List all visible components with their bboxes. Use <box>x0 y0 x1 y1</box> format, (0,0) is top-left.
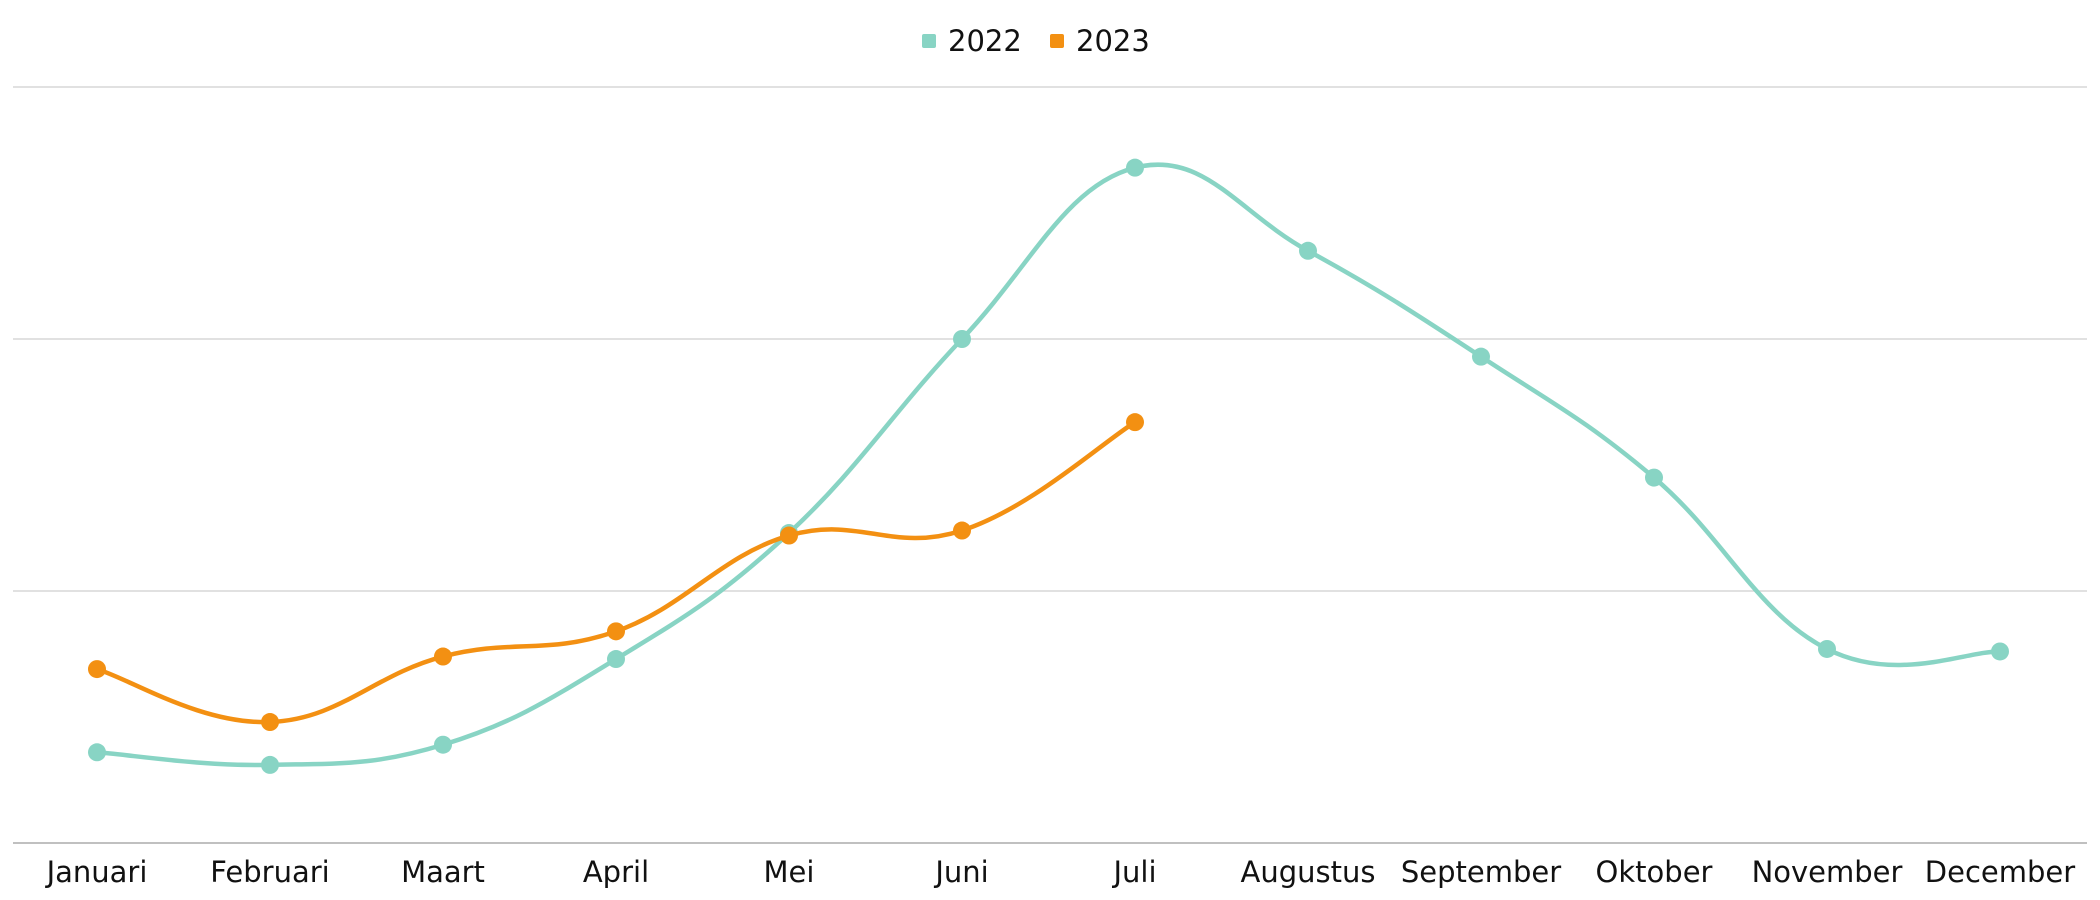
data-point-2023-januari[interactable] <box>88 660 106 679</box>
legend-swatch-2022 <box>922 34 936 48</box>
series-line-2023 <box>94 419 1138 725</box>
x-tick-label-december: December <box>1925 855 2075 889</box>
data-point-2023-mei[interactable] <box>780 526 798 545</box>
data-point-2022-januari[interactable] <box>88 743 106 762</box>
x-axis: Januari Februari Maart April Mei Juni Juli Augu… <box>45 855 2076 889</box>
data-point-2022-augustus[interactable] <box>1299 241 1317 260</box>
x-tick-label-januari: Januari <box>45 855 148 889</box>
data-point-2023-februari[interactable] <box>261 713 279 732</box>
data-point-2023-juni[interactable] <box>953 521 971 540</box>
x-tick-label-september: September <box>1401 855 1561 889</box>
data-point-2023-april[interactable] <box>607 622 625 641</box>
data-point-2022-september[interactable] <box>1472 347 1490 366</box>
x-tick-label-oktober: Oktober <box>1596 855 1713 889</box>
x-tick-label-november: November <box>1752 855 1903 889</box>
series-layer <box>88 158 2009 774</box>
legend-item-2022[interactable]: 2022 <box>922 24 1022 58</box>
data-point-2023-maart[interactable] <box>434 647 452 666</box>
data-point-2022-december[interactable] <box>1991 642 2009 661</box>
x-tick-label-augustus: Augustus <box>1241 855 1376 889</box>
data-point-2022-maart[interactable] <box>434 735 452 754</box>
x-tick-label-mei: Mei <box>764 855 815 889</box>
x-tick-label-juli: Juli <box>1111 855 1156 889</box>
legend-label-2022: 2022 <box>948 24 1022 58</box>
data-point-2022-oktober[interactable] <box>1645 468 1663 487</box>
data-point-2022-juni[interactable] <box>953 330 971 348</box>
x-tick-label-april: April <box>583 855 649 889</box>
x-tick-label-juni: Juni <box>933 855 988 889</box>
legend: 2022 2023 <box>922 24 1150 58</box>
legend-swatch-2023 <box>1050 34 1064 48</box>
series-2023 <box>88 413 1144 732</box>
data-point-2022-februari[interactable] <box>261 755 279 774</box>
legend-item-2023[interactable]: 2023 <box>1050 24 1150 58</box>
x-tick-label-februari: Februari <box>210 855 329 889</box>
series-2022 <box>88 158 2009 774</box>
legend-label-2023: 2023 <box>1076 24 1150 58</box>
data-point-2022-juli[interactable] <box>1126 158 1144 177</box>
data-point-2022-november[interactable] <box>1818 639 1836 658</box>
x-tick-label-maart: Maart <box>401 855 485 889</box>
series-line-2022 <box>94 162 2003 768</box>
data-point-2023-juli[interactable] <box>1126 413 1144 432</box>
data-point-2022-april[interactable] <box>607 650 625 669</box>
gridlines <box>13 86 2087 844</box>
